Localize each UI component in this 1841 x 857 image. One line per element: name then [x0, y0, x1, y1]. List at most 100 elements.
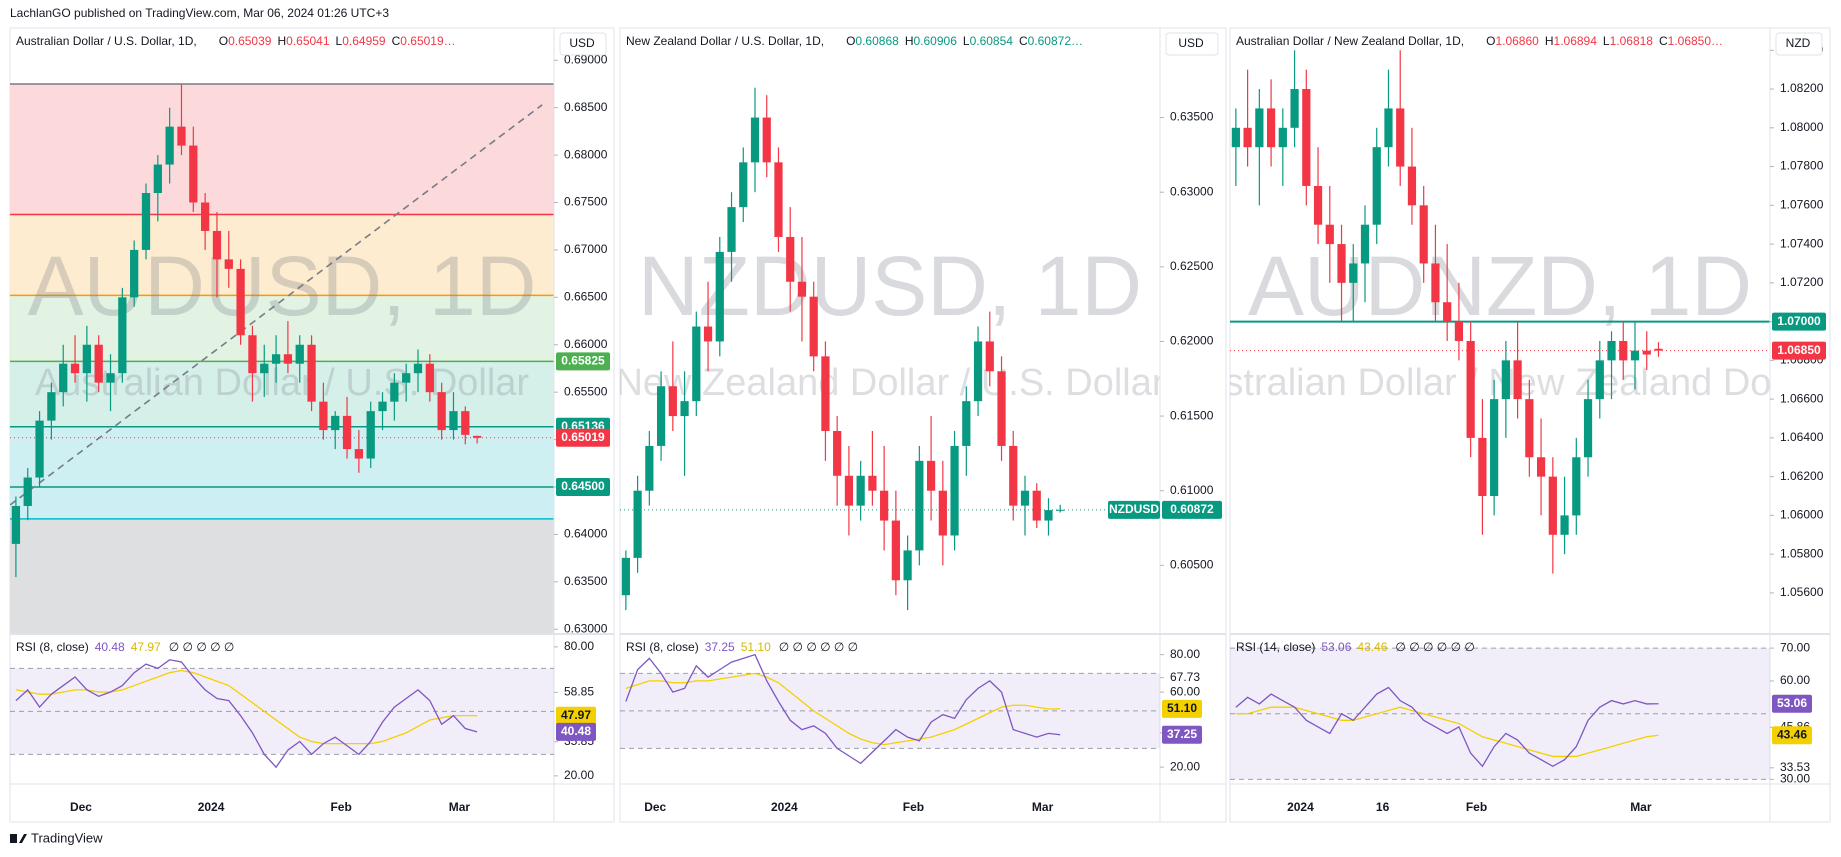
rsi-tick-label: 67.73 [1170, 670, 1200, 684]
candle-body [1337, 244, 1346, 283]
candle-body [70, 363, 80, 374]
chart-panel: AUDUSD, 1D Australian Dollar / U.S. Dolla… [9, 27, 615, 823]
y-tick-label: 1.06200 [1780, 469, 1824, 483]
currency-button[interactable] [559, 32, 607, 56]
candle-body [47, 392, 56, 421]
fib-band [10, 518, 554, 634]
ohlc-value: 0.60906 [913, 34, 957, 48]
tradingview-logo [10, 834, 27, 843]
candle-body [141, 193, 151, 250]
candle-body [926, 460, 936, 491]
candle-body [786, 236, 795, 282]
watermark: AUDUSD, 1D [28, 239, 537, 333]
candle-body [1654, 348, 1663, 351]
candle-body [1056, 509, 1065, 511]
candle-body [342, 415, 352, 450]
ohlc-value: 1.06850… [1668, 34, 1723, 48]
y-tick-label: 0.66500 [564, 290, 608, 304]
ohlc-key: L [963, 34, 970, 48]
candle-body [645, 445, 654, 491]
candle-body [1302, 89, 1311, 186]
candle-body [809, 296, 818, 357]
candle-body [461, 411, 470, 435]
y-tick-label: 1.07800 [1780, 159, 1824, 173]
candle-body [844, 475, 854, 506]
last-price-label-box [1772, 341, 1826, 360]
candle-body [1266, 108, 1276, 148]
y-tick-label: 0.63000 [564, 621, 608, 635]
candle-body [997, 371, 1006, 446]
last-price-label: 0.65019 [561, 430, 605, 444]
x-tick-label: Mar [1630, 800, 1652, 814]
rsi-header-ma: 47.97 [131, 640, 161, 654]
rsi-ma-value-label: 47.97 [561, 708, 591, 722]
level-label: 1.07000 [1777, 314, 1821, 328]
candle-body [1044, 510, 1053, 521]
ohlc-key: H [1545, 34, 1554, 48]
candle-body [248, 335, 257, 374]
rsi-ma-line [625, 672, 1061, 746]
rsi-tick-label: 58.85 [564, 685, 594, 699]
trend-line [10, 104, 543, 506]
price-plot: AUDUSD, 1D Australian Dollar / U.S. Dolla… [10, 83, 554, 634]
currency-button[interactable] [1165, 32, 1219, 56]
rsi-value-label-box [1162, 725, 1202, 744]
rsi-tick-label: 33.53 [1780, 760, 1810, 774]
rsi-flags: ∅ ∅ ∅ ∅ ∅ [169, 640, 235, 654]
candle-body [880, 490, 889, 521]
candle-body [1513, 360, 1522, 400]
y-tick-label: 0.66000 [564, 337, 608, 351]
candle-body [402, 373, 411, 383]
currency-button[interactable] [1775, 32, 1823, 56]
y-tick-label: 0.65500 [564, 384, 608, 398]
ohlc-key: C [1659, 34, 1668, 48]
candle-body [938, 490, 947, 536]
symbol-tag: NZDUSD [1109, 502, 1159, 516]
ohlc-value: 1.06818 [1610, 34, 1654, 48]
y-tick-label: 0.62500 [1170, 259, 1214, 273]
currency-label[interactable]: USD [1178, 36, 1204, 50]
x-tick-label: 2024 [1287, 800, 1314, 814]
rsi-header-value: 53.06 [1321, 640, 1351, 654]
candle-body [1009, 445, 1018, 506]
candle-body [449, 411, 458, 431]
rsi-header-value: 40.48 [95, 640, 125, 654]
watermark-subtitle: Australian Dollar / New Zealand Dollar [1178, 362, 1823, 404]
candle-body [762, 117, 771, 163]
fib-band [10, 214, 554, 296]
rsi-ma-value-label-box [1162, 699, 1202, 718]
rsi-tick-label: 20.00 [564, 768, 594, 782]
currency-label[interactable]: USD [569, 36, 595, 50]
candle-body [366, 411, 375, 459]
rsi-ma-value-label-box [556, 706, 596, 725]
ohlc-key: O [1486, 34, 1495, 48]
candle-body [1443, 302, 1452, 322]
candle-body [1407, 166, 1417, 206]
candle-body [1572, 457, 1581, 516]
currency-label[interactable]: NZD [1786, 36, 1811, 50]
candle-body [283, 354, 293, 364]
x-tick-label: Feb [903, 800, 924, 814]
y-tick-label: 1.07200 [1780, 275, 1824, 289]
rsi-ma-line [1235, 706, 1659, 758]
chart-panel: NZDUSD, 1D New Zealand Dollar / U.S. Doll… [619, 27, 1227, 823]
y-tick-label: 1.06000 [1780, 508, 1824, 522]
candle-body [413, 363, 423, 374]
watermark: NZDUSD, 1D [638, 239, 1142, 333]
candle-body [271, 354, 281, 364]
panel-title: New Zealand Dollar / U.S. Dollar, 1D, [626, 34, 824, 48]
brand[interactable]: TradingView [31, 830, 103, 845]
candle-body [633, 490, 642, 558]
candle-body [1396, 108, 1405, 167]
rsi-tick-label: 80.00 [564, 639, 594, 653]
fib-label: 0.64500 [561, 479, 605, 493]
rsi-title: RSI (14, close) [1236, 640, 1315, 654]
candle-body [950, 445, 959, 536]
ohlc-value: 0.65041 [286, 34, 330, 48]
ohlc-value: 0.64959 [342, 34, 386, 48]
fib-label-box [556, 352, 610, 371]
rsi-flags: ∅ ∅ ∅ ∅ ∅ ∅ [779, 640, 858, 654]
candle-body [224, 259, 233, 269]
candle-body [985, 341, 994, 372]
